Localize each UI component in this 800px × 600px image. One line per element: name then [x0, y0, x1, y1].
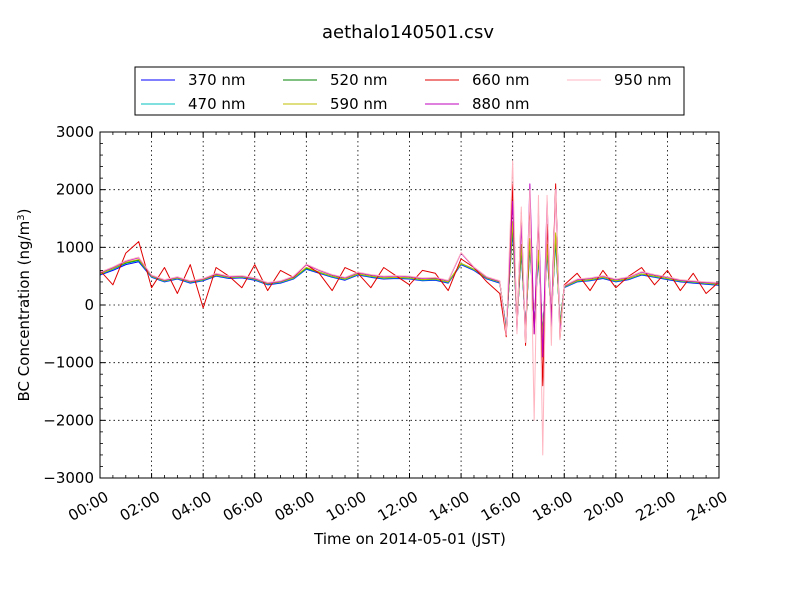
y-axis-label: BC Concentration (ng/m3)	[15, 209, 33, 402]
legend-label: 370 nm	[188, 71, 246, 89]
x-tick-label: 12:00	[375, 488, 421, 525]
y-tick-label: 1000	[56, 238, 94, 256]
chart-title: aethalo140501.csv	[322, 22, 494, 43]
series-line-470-nm	[99, 226, 720, 336]
x-tick-label: 14:00	[426, 488, 472, 525]
x-tick-label: 18:00	[529, 488, 575, 525]
x-tick-label: 04:00	[168, 488, 214, 525]
series-line-660-nm	[99, 183, 720, 387]
x-tick-label: 06:00	[220, 488, 266, 525]
legend-frame	[134, 66, 685, 116]
x-axis-label: Time on 2014-05-01 (JST)	[313, 530, 506, 548]
y-tick-label: 3000	[56, 123, 94, 141]
y-tick-label: −1000	[43, 354, 94, 372]
y-tick-label: 0	[84, 296, 94, 314]
series-line-590-nm	[99, 220, 720, 338]
y-axis-label-close: )	[15, 209, 33, 215]
y-axis-label-sup: 3	[16, 214, 27, 220]
series-line-950-nm	[99, 160, 720, 456]
legend-label: 590 nm	[330, 95, 388, 113]
legend: 370 nm 470 nm 520 nm 590 nm 660 nm 880 nm 950 …	[134, 66, 685, 116]
x-tick-label: 16:00	[478, 488, 524, 525]
y-tick-label: −3000	[43, 469, 94, 487]
x-tick-label: 24:00	[684, 488, 730, 525]
x-tick-label: 00:00	[65, 488, 111, 525]
x-tick-label: 08:00	[271, 488, 317, 525]
y-axis-label-main: BC Concentration (ng/m	[15, 221, 33, 402]
grid	[100, 132, 719, 478]
x-tick-label: 20:00	[581, 488, 627, 525]
x-tick-label: 10:00	[323, 488, 369, 525]
series-group	[99, 160, 720, 456]
legend-label: 660 nm	[472, 71, 530, 89]
legend-label: 520 nm	[330, 71, 388, 89]
x-tick-label: 22:00	[633, 488, 679, 525]
legend-label: 880 nm	[472, 95, 530, 113]
legend-label: 950 nm	[614, 71, 672, 89]
axes: 00:00 02:00 04:00 06:00 08:00 10:00 12:00 14:00…	[43, 123, 730, 525]
y-tick-label: −2000	[43, 411, 94, 429]
y-tick-label: 2000	[56, 181, 94, 199]
legend-label: 470 nm	[188, 95, 246, 113]
x-tick-label: 02:00	[117, 488, 163, 525]
plot-frame	[99, 131, 720, 479]
